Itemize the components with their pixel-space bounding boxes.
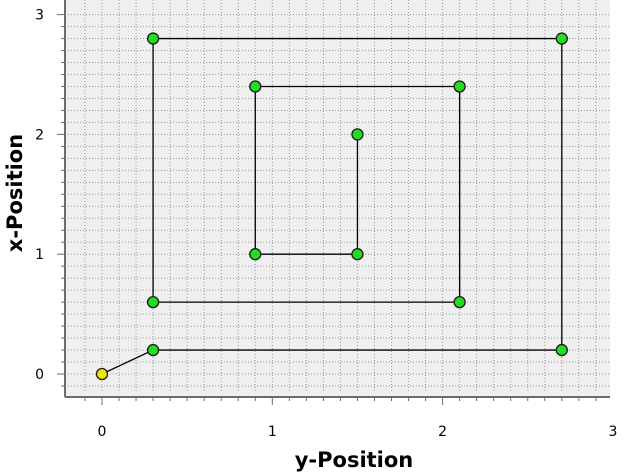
y-tick-label: 1: [35, 247, 44, 263]
y-axis-title: x-Position: [3, 134, 27, 252]
axes: [57, 0, 610, 405]
y-tick-label: 2: [35, 127, 44, 143]
data-point: [249, 248, 262, 261]
data-points: [95, 32, 568, 381]
data-line: [101, 37, 563, 375]
x-tick-label: 1: [268, 424, 277, 440]
data-point: [453, 295, 466, 309]
plot-area: [65, 0, 610, 397]
data-point: [555, 343, 568, 357]
data-point: [351, 128, 364, 141]
data-point: [351, 248, 364, 261]
x-tick-label: 0: [98, 424, 107, 440]
x-tick-label: 3: [608, 424, 617, 440]
data-point: [453, 80, 466, 93]
data-point: [249, 80, 262, 93]
y-tick-label: 0: [35, 367, 44, 383]
data-point: [146, 343, 160, 357]
start-point: [95, 367, 109, 381]
y-tick-label: 3: [35, 8, 44, 24]
data-point: [146, 32, 160, 45]
series-line: [101, 37, 563, 375]
x-tick-label: 2: [438, 424, 447, 440]
x-axis-title: y-Position: [295, 448, 414, 472]
data-point: [555, 32, 568, 45]
data-point: [146, 295, 160, 309]
